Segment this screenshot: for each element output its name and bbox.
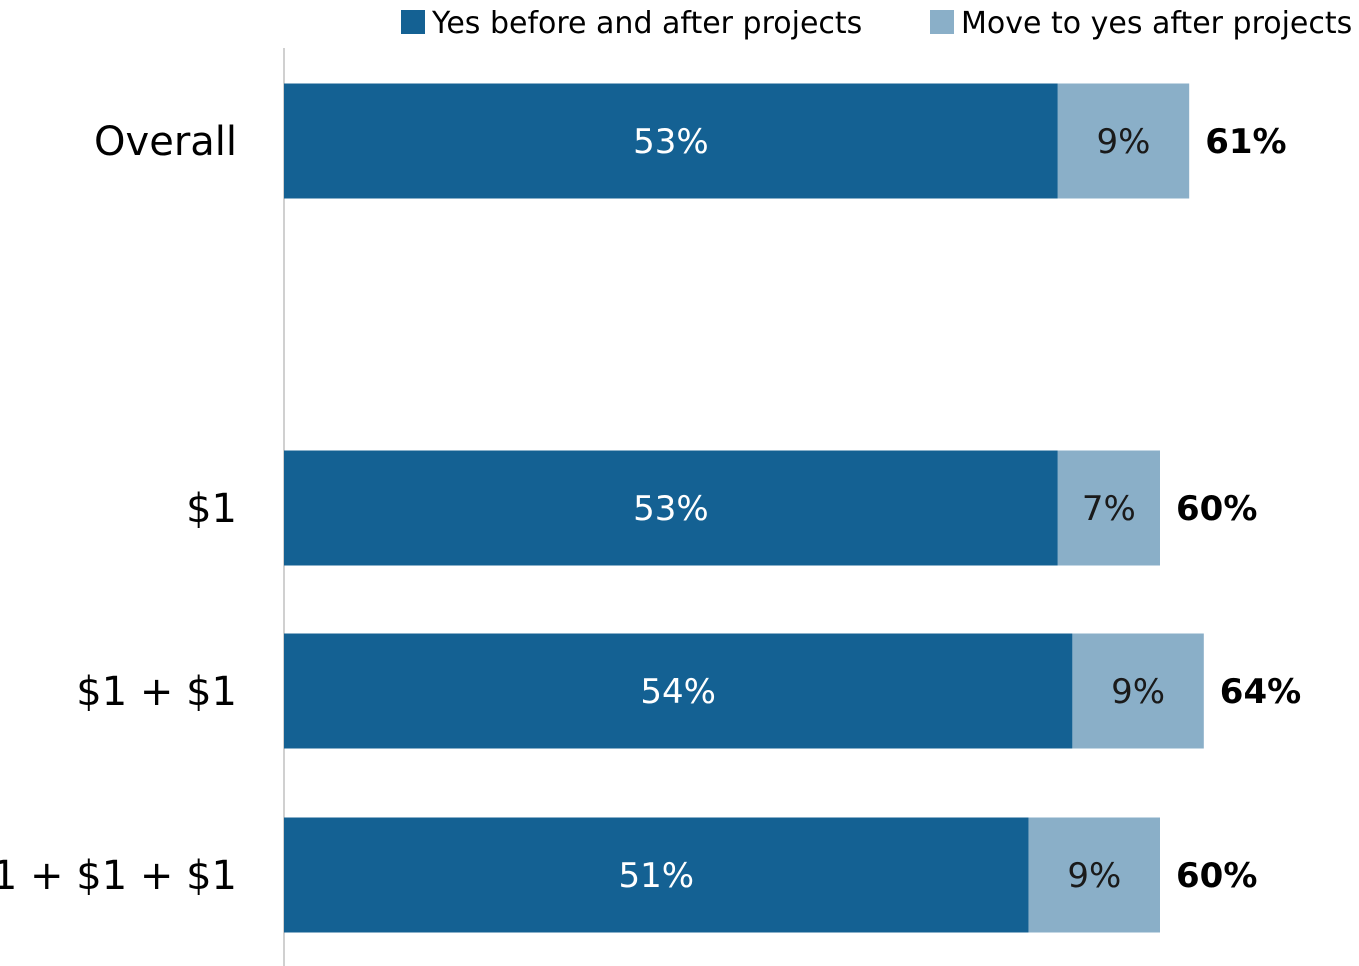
legend-label-move-to-yes: Move to yes after projects (961, 6, 1352, 41)
bar-segment-label-s1-row-1: 7% (1082, 489, 1136, 529)
bar-segment-s1-row-1 (1057, 450, 1160, 566)
legend-swatch-move-to-yes (930, 10, 954, 34)
category-label-row-3: $1 + $1 + $1 (0, 853, 237, 899)
legend-swatch-yes-before-after (401, 10, 425, 34)
category-label-row-0: Overall (94, 119, 237, 165)
bar-segment-label-s1-row-3: 9% (1067, 856, 1121, 896)
bar-segment-s1-row-3 (1028, 817, 1160, 933)
legend-label-yes-before-after: Yes before and after projects (431, 6, 862, 41)
bar-segment-s0-row-1 (284, 450, 1058, 566)
total-label-row-2: 64% (1220, 672, 1301, 712)
bar-segment-s0-row-3 (284, 817, 1029, 933)
bar-segment-label-s0-row-3: 51% (619, 856, 695, 896)
total-label-row-3: 60% (1176, 856, 1257, 896)
bar-segment-label-s0-row-2: 54% (640, 672, 716, 712)
bar-segment-label-s0-row-0: 53% (633, 122, 709, 162)
total-label-row-0: 61% (1205, 122, 1286, 162)
bars: Overall 53% 9% 61% $1 53% 7% 60% $1 + $1 54% 9% 64%… (0, 83, 1301, 933)
total-label-row-1: 60% (1176, 489, 1257, 529)
legend: Yes before and after projects Move to ye… (401, 6, 1352, 41)
category-label-row-2: $1 + $1 (76, 669, 237, 715)
bar-segment-s0-row-2 (284, 633, 1073, 749)
bar-segment-label-s0-row-1: 53% (633, 489, 709, 529)
bar-segment-s0-row-0 (284, 83, 1058, 199)
bar-segment-label-s1-row-0: 9% (1097, 122, 1151, 162)
bar-segment-s1-row-0 (1057, 83, 1190, 199)
bar-segment-label-s1-row-2: 9% (1111, 672, 1165, 712)
category-label-row-1: $1 (186, 486, 237, 532)
bar-segment-s1-row-2 (1072, 633, 1204, 749)
